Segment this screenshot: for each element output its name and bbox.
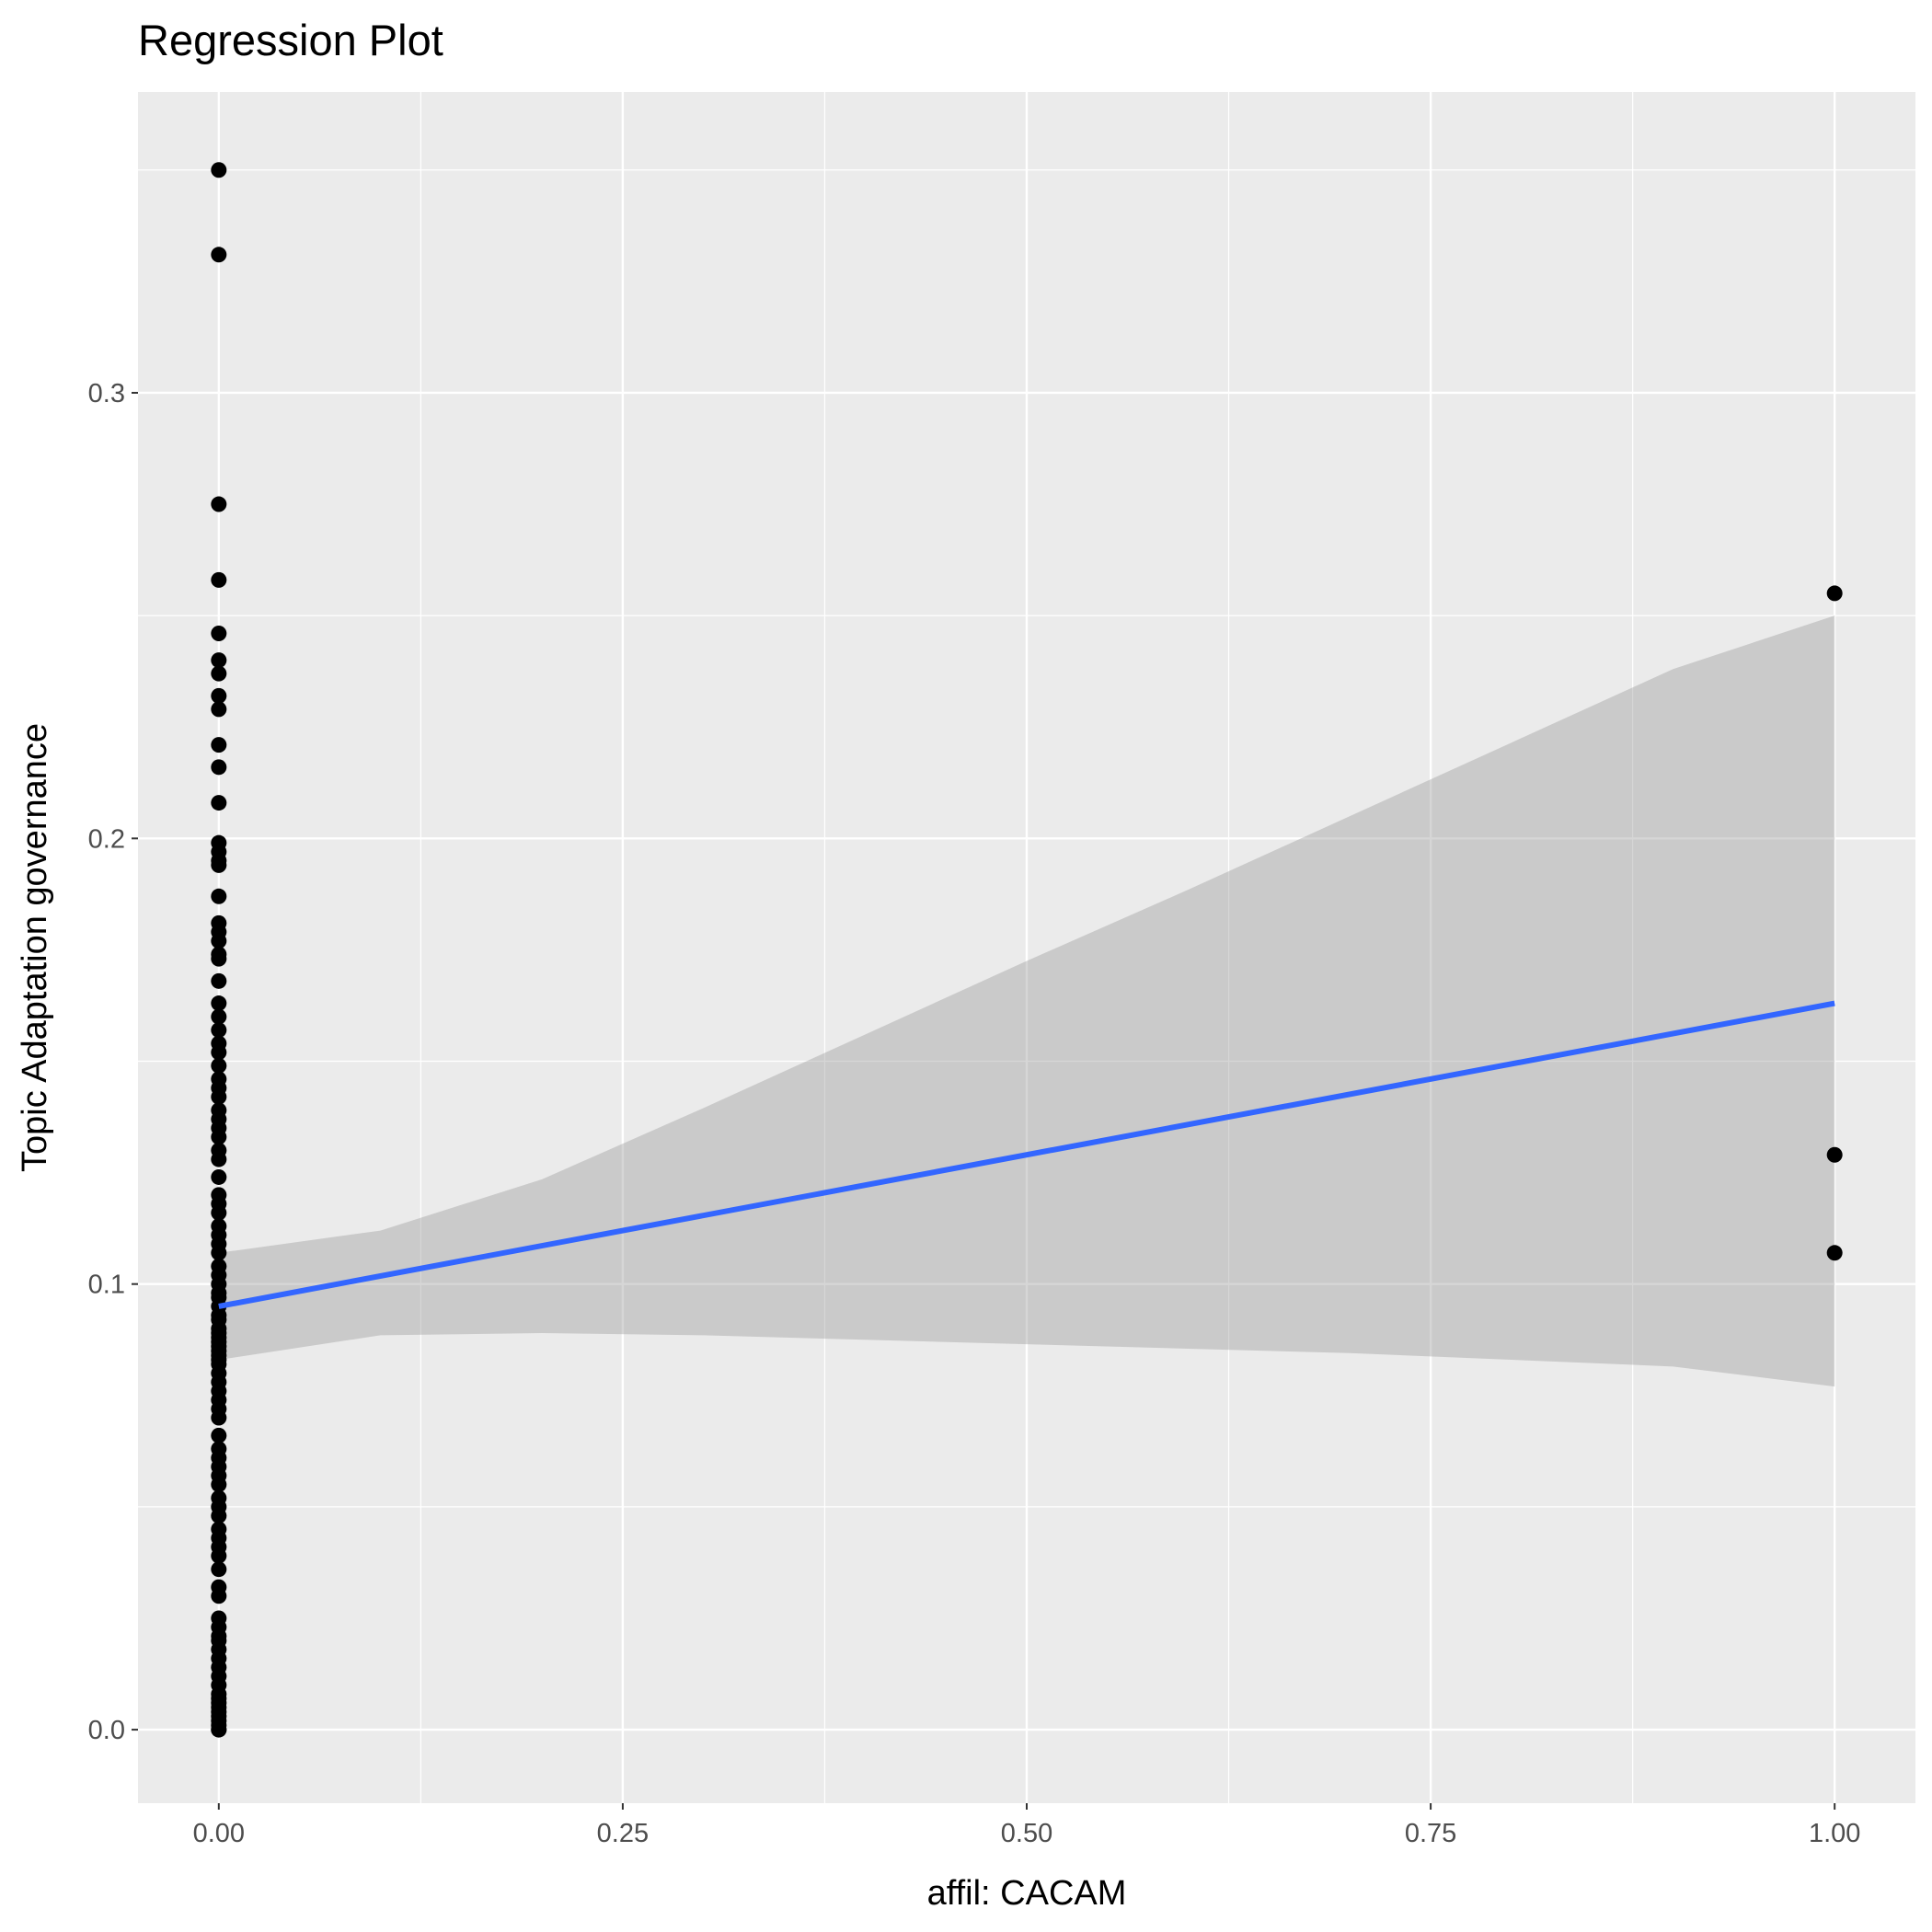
data-point xyxy=(211,888,227,904)
y-tick-label: 0.1 xyxy=(88,1271,125,1300)
x-tick-label: 0.50 xyxy=(1001,1819,1052,1848)
x-axis-title: affil: CACAM xyxy=(927,1874,1127,1913)
data-point xyxy=(1826,1245,1843,1261)
data-point xyxy=(1826,585,1843,602)
x-tick-label: 0.75 xyxy=(1405,1819,1456,1848)
data-point xyxy=(211,1168,227,1185)
confidence-band xyxy=(218,615,1835,1387)
data-point xyxy=(211,1088,227,1105)
y-axis-title: Topic Adaptation governance xyxy=(16,723,54,1172)
data-point xyxy=(211,687,227,704)
data-points xyxy=(211,162,1843,1738)
data-point xyxy=(211,950,227,967)
data-point xyxy=(211,1129,227,1145)
x-tick-label: 0.25 xyxy=(597,1819,649,1848)
data-point xyxy=(211,701,227,718)
data-point xyxy=(211,933,227,949)
data-point xyxy=(211,1721,227,1738)
regression-line xyxy=(218,1000,1835,1309)
regression-line-layer xyxy=(218,1000,1835,1309)
data-point xyxy=(211,1409,227,1426)
data-point xyxy=(211,737,227,753)
data-point xyxy=(211,1588,227,1604)
data-point xyxy=(211,759,227,776)
data-point xyxy=(211,995,227,1012)
data-point xyxy=(211,626,227,642)
y-axis: 0.0 0.1 0.2 0.3 xyxy=(88,379,138,1745)
y-tick-label: 0.3 xyxy=(88,379,125,408)
data-point xyxy=(211,1044,227,1061)
data-point xyxy=(211,1561,227,1578)
data-point xyxy=(211,1008,227,1025)
data-point xyxy=(211,1245,227,1261)
x-tick-label: 0.00 xyxy=(193,1819,245,1848)
data-point xyxy=(211,1508,227,1524)
data-point xyxy=(211,795,227,811)
data-point xyxy=(211,652,227,669)
data-point xyxy=(211,1151,227,1167)
data-point xyxy=(211,1427,227,1443)
data-point xyxy=(211,247,227,263)
data-point xyxy=(211,665,227,682)
chart-title: Regression Plot xyxy=(138,16,443,64)
data-point xyxy=(211,1477,227,1493)
data-point xyxy=(211,972,227,989)
data-point xyxy=(211,496,227,512)
x-tick-label: 1.00 xyxy=(1809,1819,1860,1848)
data-point xyxy=(211,162,227,178)
y-tick-label: 0.0 xyxy=(88,1716,125,1745)
data-point xyxy=(211,1057,227,1074)
x-axis: 0.00 0.25 0.50 0.75 1.00 xyxy=(193,1803,1860,1848)
data-point xyxy=(211,1204,227,1221)
data-point xyxy=(211,857,227,873)
data-point xyxy=(211,571,227,588)
y-tick-label: 0.2 xyxy=(88,824,125,854)
data-point xyxy=(1826,1146,1843,1163)
confidence-band-layer xyxy=(218,615,1835,1387)
data-point xyxy=(211,1547,227,1564)
data-point xyxy=(211,1022,227,1039)
major-gridlines xyxy=(138,92,1915,1803)
